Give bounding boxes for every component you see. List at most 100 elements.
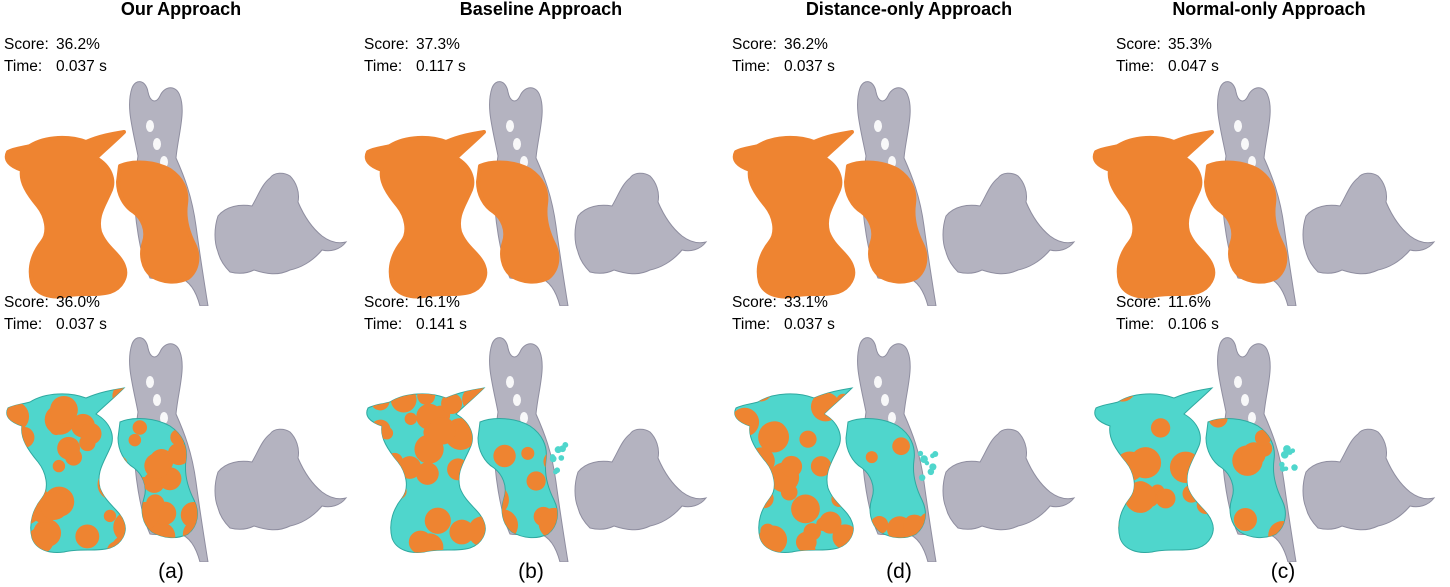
point-cluster (404, 412, 417, 425)
small-dragon-model (1302, 428, 1436, 531)
statue-hole (513, 138, 521, 150)
point-cluster (128, 433, 142, 447)
point-cluster (428, 417, 456, 445)
point-cluster (132, 420, 148, 435)
statue-hole (881, 138, 889, 150)
point-cluster (747, 388, 773, 402)
time-value: 0.037 s (56, 316, 107, 333)
residual-point (550, 454, 556, 460)
stats-top: Score: 37.3% Time: 0.117 s (364, 34, 466, 78)
subfigure-caption: (b) (518, 560, 544, 583)
time-value: 0.106 s (1168, 316, 1219, 333)
point-cluster (380, 426, 394, 440)
residual-point (553, 469, 558, 475)
statue-hole (520, 412, 528, 424)
stats-top: Score: 36.2% Time: 0.037 s (732, 34, 835, 78)
point-cluster (468, 388, 493, 400)
score-value: 11.6% (1168, 294, 1211, 311)
point-cluster (16, 388, 34, 402)
point-cluster (75, 524, 100, 549)
point-cluster (870, 516, 889, 534)
score-label: Score: (4, 294, 49, 311)
scene-render-bottom (366, 337, 708, 562)
residual-point (559, 445, 566, 453)
time-value: 0.047 s (1168, 58, 1219, 75)
point-cluster (526, 471, 546, 491)
residual-point (1283, 466, 1289, 471)
time-label: Time: (732, 316, 771, 333)
point-cluster (521, 446, 535, 460)
statue-hole (146, 120, 154, 132)
point-cluster (6, 461, 28, 489)
column-normal-only-approach: Normal-only Approach Score: 35.3% Time: 0.0… (1088, 0, 1450, 587)
statue-hole (1234, 376, 1242, 388)
point-cluster (53, 388, 67, 393)
point-cloud-fill (364, 130, 560, 299)
statue-hole (874, 120, 882, 132)
residual-point (930, 453, 935, 459)
point-cluster (144, 453, 170, 479)
point-cluster (829, 470, 850, 491)
point-cluster (735, 463, 761, 489)
column-baseline-approach: Baseline Approach Score: 37.3% Time: 0.117 … (360, 0, 722, 587)
statue-hole (881, 394, 889, 406)
residual-point (558, 455, 565, 461)
point-cluster (740, 530, 759, 549)
point-cluster (449, 519, 475, 545)
statue-hole (160, 412, 168, 424)
point-cluster (416, 462, 439, 485)
point-cluster (408, 530, 433, 553)
statue-hole (1234, 120, 1242, 132)
time-value: 0.117 s (416, 58, 466, 75)
point-cloud-overlay (1092, 130, 1288, 299)
statue-hole (153, 138, 161, 150)
residual-point (920, 455, 928, 464)
point-cluster (40, 492, 68, 520)
point-cluster (398, 456, 422, 479)
point-cluster (741, 485, 757, 501)
time-label: Time: (4, 58, 43, 75)
stats-bottom: Score: 36.0% Time: 0.037 s (4, 292, 107, 336)
residual-point (1290, 448, 1296, 454)
point-cluster (810, 456, 832, 477)
subfigure-caption: (a) (158, 560, 184, 583)
column-title: Normal-only Approach (1172, 0, 1366, 19)
point-cluster (493, 444, 516, 468)
time-value: 0.037 s (784, 316, 835, 333)
point-cluster (758, 525, 788, 553)
small-dragon-model (942, 172, 1076, 275)
small-dragon-model (574, 172, 708, 275)
residual-point (1279, 465, 1286, 472)
stats-top: Score: 36.2% Time: 0.037 s (4, 34, 107, 78)
point-cluster (370, 391, 390, 411)
point-cloud-fill (1092, 130, 1288, 299)
scene-render-bottom (734, 337, 1076, 562)
time-label: Time: (364, 58, 403, 75)
time-label: Time: (4, 316, 43, 333)
statue-hole (1241, 138, 1249, 150)
point-cluster (103, 509, 117, 523)
point-cluster (464, 481, 486, 503)
point-cluster (13, 426, 35, 448)
point-cluster (146, 494, 165, 513)
point-cluster (386, 452, 403, 470)
column-distance-only-approach: Distance-only Approach Score: 36.2% Time: 0… (728, 0, 1090, 587)
score-value: 37.3% (416, 36, 460, 53)
point-cluster (780, 455, 803, 478)
point-cluster (424, 507, 451, 534)
point-cluster (892, 437, 910, 456)
time-label: Time: (1116, 58, 1155, 75)
statue-hole (506, 120, 514, 132)
time-label: Time: (732, 58, 771, 75)
statue-hole (513, 394, 521, 406)
stats-bottom: Score: 16.1% Time: 0.141 s (364, 292, 467, 336)
point-cluster (1101, 516, 1120, 534)
score-label: Score: (1116, 36, 1161, 53)
statue-hole (506, 376, 514, 388)
scene-render-bottom (1094, 337, 1436, 562)
point-cluster (819, 511, 842, 534)
score-label: Score: (732, 294, 777, 311)
time-value: 0.037 s (56, 58, 107, 75)
statue-hole (888, 412, 896, 424)
